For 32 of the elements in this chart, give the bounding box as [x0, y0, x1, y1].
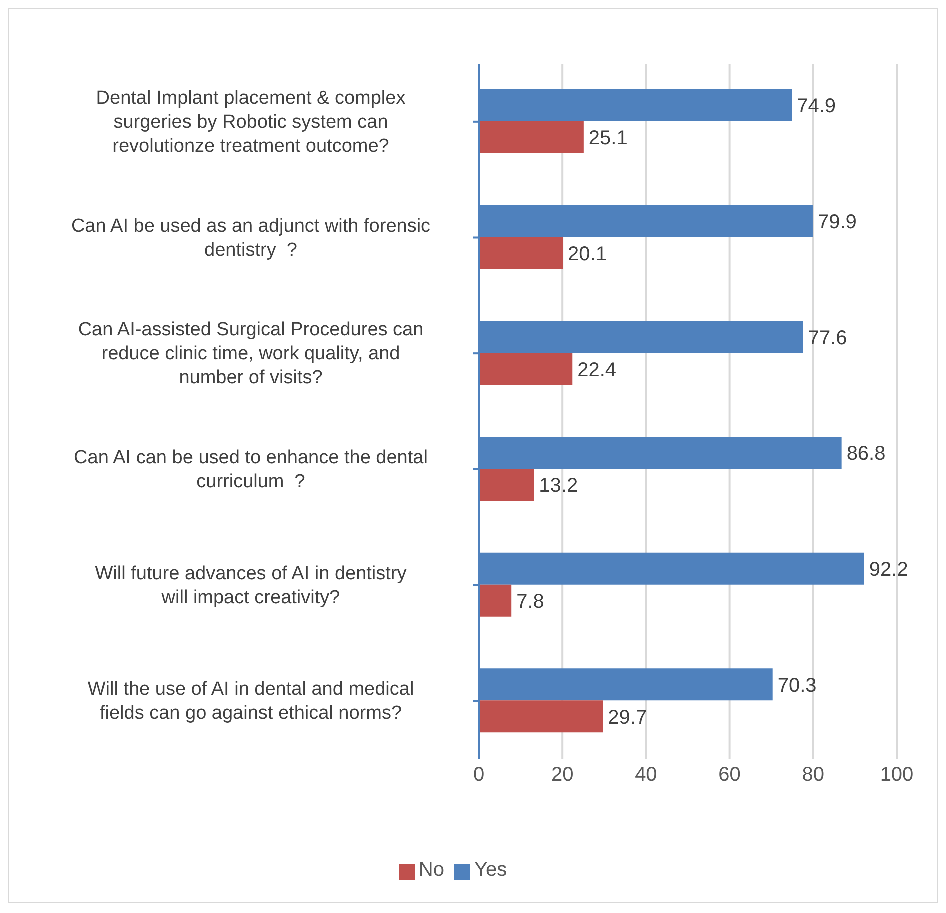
y-tick-label: Will the use of AI in dental and medical fields can go against ethical norms?	[88, 679, 414, 724]
y-tick-label: Can AI be used as an adjunct with forensic dentistry ?	[71, 216, 431, 261]
y-tick-label: Will future advances of AI in dentistry will impact creativity?	[95, 563, 408, 608]
data-label: 13.2	[539, 475, 578, 498]
data-label: 86.8	[846, 443, 886, 466]
y-tick-label: Dental Implant placement & complex surgeries by Robotic system can revolutionze treatment outcome?	[96, 88, 406, 157]
data-label: 79.9	[818, 211, 857, 234]
bar	[479, 121, 584, 154]
data-label: 29.7	[608, 706, 648, 729]
bar	[479, 353, 573, 386]
bar	[479, 237, 564, 270]
y-tick-label: Can AI can be used to enhance the dental curriculum ?	[74, 447, 428, 492]
data-label: 7.8	[516, 590, 544, 613]
data-label: 22.4	[578, 359, 617, 382]
legend-label: Yes	[474, 859, 508, 881]
data-label: 92.2	[869, 558, 908, 581]
data-label: 70.3	[778, 674, 817, 697]
x-tick-label: 100	[880, 764, 914, 786]
y-tick-label: Can AI-assisted Surgical Procedures can reduce clinic time, work quality, and number of visits?	[78, 320, 424, 389]
x-tick-label: 0	[473, 764, 485, 786]
data-label: 25.1	[588, 128, 628, 150]
legend-label: No	[418, 859, 444, 881]
x-tick-label: 80	[802, 764, 825, 786]
bar	[479, 700, 604, 733]
data-label: 74.9	[797, 96, 836, 118]
x-tick-label: 60	[718, 764, 741, 786]
data-label: 77.6	[808, 327, 848, 350]
bar	[479, 468, 534, 501]
bar	[479, 584, 512, 617]
data-label: 20.1	[568, 243, 607, 266]
x-tick-label: 40	[635, 764, 658, 786]
x-tick-label: 20	[551, 764, 574, 786]
